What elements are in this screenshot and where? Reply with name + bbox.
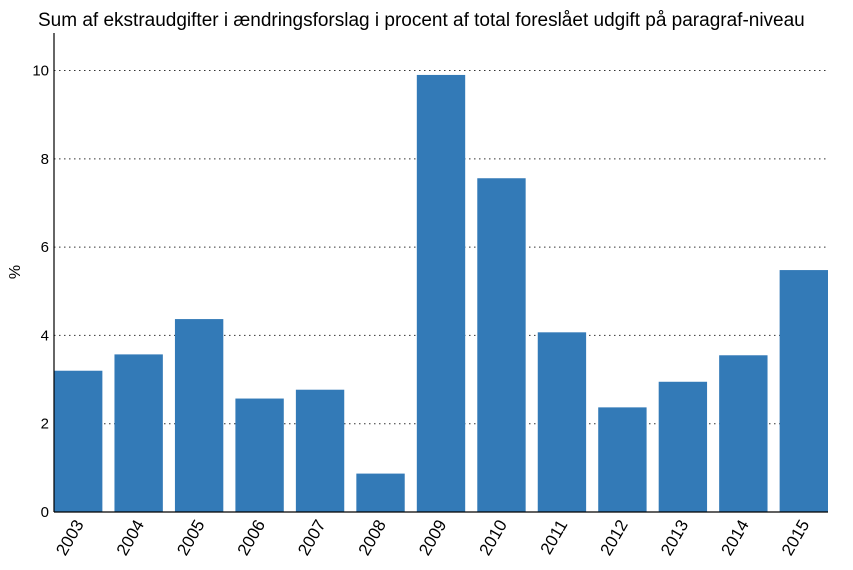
bar-2007	[295, 389, 345, 512]
bar-2013	[658, 381, 708, 512]
y-tick-label: 0	[41, 504, 49, 521]
y-tick-label: 6	[41, 239, 49, 256]
bar-2005	[174, 319, 224, 512]
y-axis-label: %	[7, 265, 24, 279]
y-tick-label: 10	[32, 63, 49, 80]
x-tick-label: 2014	[717, 517, 752, 559]
x-tick-label: 2013	[657, 517, 692, 559]
chart-title: Sum af ekstraudgifter i ændringsforslag …	[38, 10, 805, 31]
x-tick-label: 2007	[294, 517, 329, 559]
bars	[54, 74, 828, 512]
bar-2011	[537, 332, 587, 512]
x-tick-labels: 2003 2004 2005 2006 2007 2008 2009 2010 2011 2012…	[52, 517, 813, 559]
x-tick-label: 2003	[52, 517, 87, 559]
y-tick-label: 2	[41, 416, 49, 433]
x-tick-label: 2006	[234, 517, 269, 559]
x-tick-label: 2009	[415, 517, 450, 559]
x-tick-label: 2011	[537, 517, 572, 558]
bar-2015	[779, 270, 828, 512]
x-tick-label: 2015	[778, 517, 813, 559]
y-tick-labels: 0 2 4 6 8 10	[32, 63, 49, 521]
x-tick-label: 2004	[113, 517, 148, 559]
bar-2008	[356, 473, 405, 512]
x-tick-label: 2008	[355, 517, 390, 559]
y-tick-label: 4	[41, 327, 49, 344]
bar-2012	[598, 407, 647, 512]
x-tick-label: 2005	[173, 517, 208, 559]
axes	[53, 33, 828, 513]
bar-2004	[114, 354, 163, 512]
bar-2006	[235, 398, 284, 512]
bar-2009	[416, 74, 466, 512]
x-tick-label: 2010	[476, 517, 511, 559]
x-tick-label: 2012	[597, 517, 632, 559]
bar-2003	[54, 370, 103, 512]
bar-2014	[719, 355, 768, 512]
y-tick-label: 8	[41, 151, 49, 168]
bar-2010	[477, 178, 526, 512]
